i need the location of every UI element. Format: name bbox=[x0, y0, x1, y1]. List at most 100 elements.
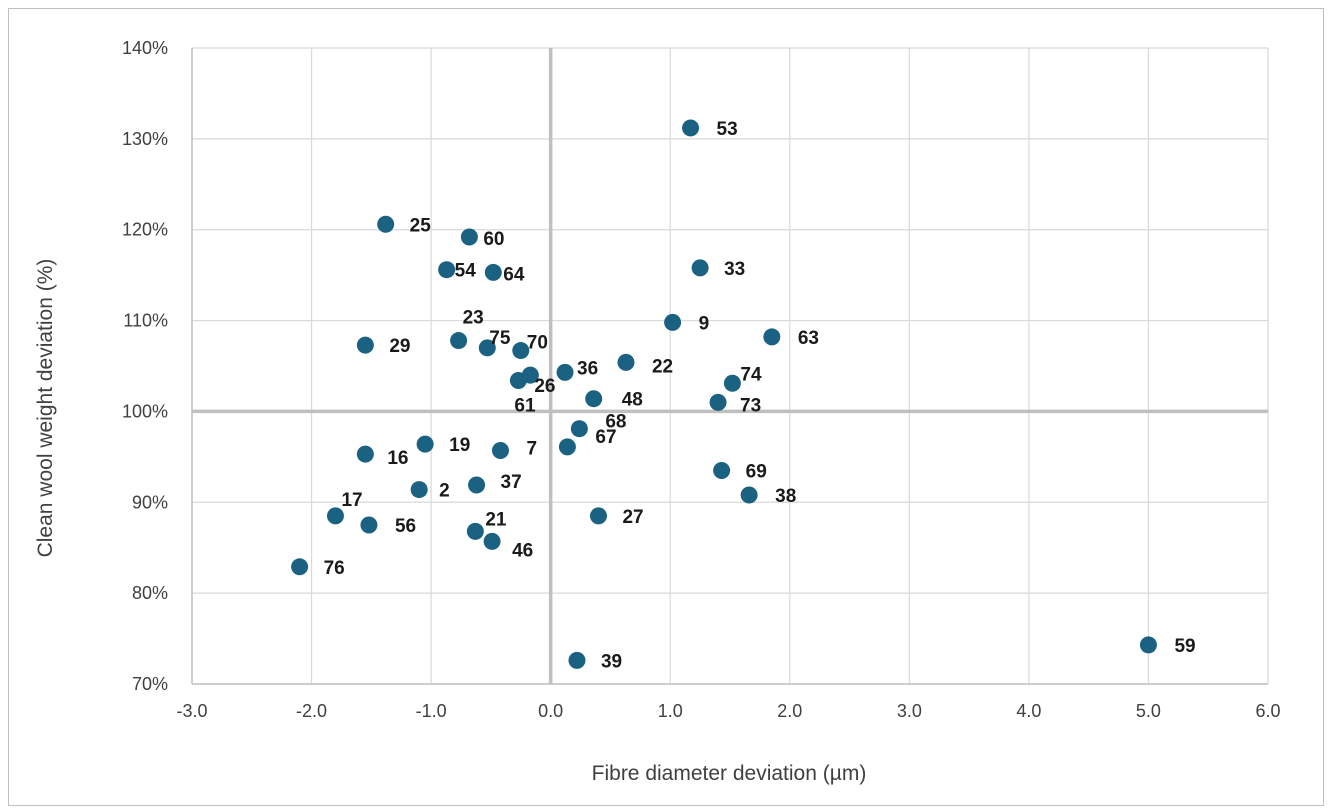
point-label: 46 bbox=[512, 540, 533, 561]
data-point bbox=[763, 328, 781, 346]
data-point bbox=[416, 435, 434, 453]
data-point bbox=[617, 353, 635, 371]
data-point bbox=[356, 336, 374, 354]
axes bbox=[191, 48, 1268, 685]
point-label: 59 bbox=[1174, 636, 1195, 657]
data-point bbox=[483, 532, 501, 550]
point-label: 67 bbox=[595, 427, 616, 448]
point-label: 36 bbox=[577, 358, 598, 379]
data-point bbox=[723, 374, 741, 392]
data-point bbox=[356, 445, 374, 463]
point-label: 75 bbox=[489, 328, 511, 349]
data-point bbox=[410, 481, 428, 499]
y-tick-label: 140% bbox=[122, 38, 168, 58]
data-point bbox=[291, 558, 309, 576]
y-tick-label: 110% bbox=[123, 311, 168, 331]
y-tick-label: 70% bbox=[132, 674, 168, 694]
point-label: 2 bbox=[439, 481, 450, 502]
reference-lines bbox=[192, 48, 1268, 684]
data-point bbox=[1139, 636, 1157, 654]
x-tick-label: 6.0 bbox=[1255, 701, 1280, 721]
data-point bbox=[568, 651, 586, 669]
point-label: 73 bbox=[740, 395, 761, 416]
point-label: 74 bbox=[740, 364, 762, 385]
data-point bbox=[484, 263, 502, 281]
point-label: 64 bbox=[503, 264, 525, 285]
y-tick-label: 80% bbox=[132, 583, 168, 603]
y-axis-title: Clean wool weight deviation (%) bbox=[34, 259, 57, 558]
x-tick-labels: -3.0 -2.0 -1.0 0.0 1.0 2.0 3.0 4.0 5.0 6.0 bbox=[176, 701, 1280, 721]
data-point bbox=[509, 372, 527, 390]
data-point bbox=[438, 261, 456, 279]
point-label: 26 bbox=[534, 376, 555, 397]
point-label: 76 bbox=[324, 558, 345, 579]
grid-lines bbox=[191, 47, 1269, 685]
point-label: 69 bbox=[746, 461, 767, 482]
point-label: 19 bbox=[449, 435, 470, 456]
data-point bbox=[468, 476, 486, 494]
point-label: 48 bbox=[622, 390, 643, 411]
point-label: 23 bbox=[463, 308, 484, 329]
data-point bbox=[682, 119, 700, 137]
data-points bbox=[291, 119, 1157, 669]
data-point bbox=[664, 313, 682, 331]
data-point bbox=[360, 516, 378, 534]
data-point bbox=[585, 390, 603, 408]
x-tick-label: 2.0 bbox=[777, 701, 802, 721]
point-label: 68 bbox=[605, 412, 626, 433]
data-point bbox=[466, 522, 484, 540]
point-label: 53 bbox=[717, 119, 738, 140]
point-label: 56 bbox=[395, 516, 416, 537]
y-tick-label: 120% bbox=[122, 220, 168, 240]
data-point bbox=[326, 507, 344, 525]
point-label: 54 bbox=[455, 261, 477, 282]
data-point bbox=[512, 342, 530, 360]
point-label: 17 bbox=[341, 490, 362, 511]
x-tick-label: -3.0 bbox=[176, 701, 207, 721]
y-tick-label: 100% bbox=[122, 401, 168, 421]
data-point bbox=[589, 507, 607, 525]
data-point bbox=[691, 259, 709, 277]
x-tick-label: 3.0 bbox=[897, 701, 922, 721]
point-label: 38 bbox=[775, 486, 796, 507]
data-point bbox=[713, 461, 731, 479]
data-point bbox=[556, 363, 574, 381]
x-tick-label: -1.0 bbox=[416, 701, 447, 721]
point-label: 61 bbox=[514, 396, 536, 417]
point-label: 63 bbox=[798, 328, 819, 349]
x-tick-label: -2.0 bbox=[296, 701, 327, 721]
point-label: 22 bbox=[652, 356, 673, 377]
x-tick-label: 5.0 bbox=[1136, 701, 1161, 721]
y-tick-labels: 70% 80% 90% 100% 110% 120% 130% 140% bbox=[122, 38, 168, 694]
x-tick-label: 4.0 bbox=[1016, 701, 1041, 721]
data-point bbox=[478, 339, 496, 357]
data-point bbox=[377, 215, 395, 233]
data-point bbox=[460, 228, 478, 246]
point-label: 7 bbox=[526, 438, 537, 459]
data-point bbox=[570, 420, 588, 438]
point-label: 25 bbox=[410, 215, 432, 236]
point-label: 16 bbox=[387, 448, 408, 469]
x-axis-title: Fibre diameter deviation (µm) bbox=[592, 762, 867, 785]
point-label: 33 bbox=[724, 259, 745, 280]
point-label: 27 bbox=[622, 507, 643, 528]
y-tick-label: 90% bbox=[132, 492, 168, 512]
data-point bbox=[740, 486, 758, 504]
data-point bbox=[491, 441, 509, 459]
point-label: 21 bbox=[485, 509, 507, 530]
y-tick-label: 130% bbox=[122, 129, 168, 149]
point-label: 9 bbox=[699, 313, 710, 334]
data-point bbox=[709, 393, 727, 411]
point-label: 37 bbox=[501, 472, 522, 493]
data-point bbox=[558, 438, 576, 456]
point-label: 39 bbox=[601, 651, 622, 672]
data-point bbox=[450, 332, 468, 350]
x-tick-label: 0.0 bbox=[538, 701, 563, 721]
point-label: 70 bbox=[527, 333, 548, 354]
point-label: 29 bbox=[389, 336, 410, 357]
chart-frame bbox=[8, 8, 1324, 806]
x-tick-label: 1.0 bbox=[658, 701, 683, 721]
point-label: 60 bbox=[483, 229, 504, 250]
